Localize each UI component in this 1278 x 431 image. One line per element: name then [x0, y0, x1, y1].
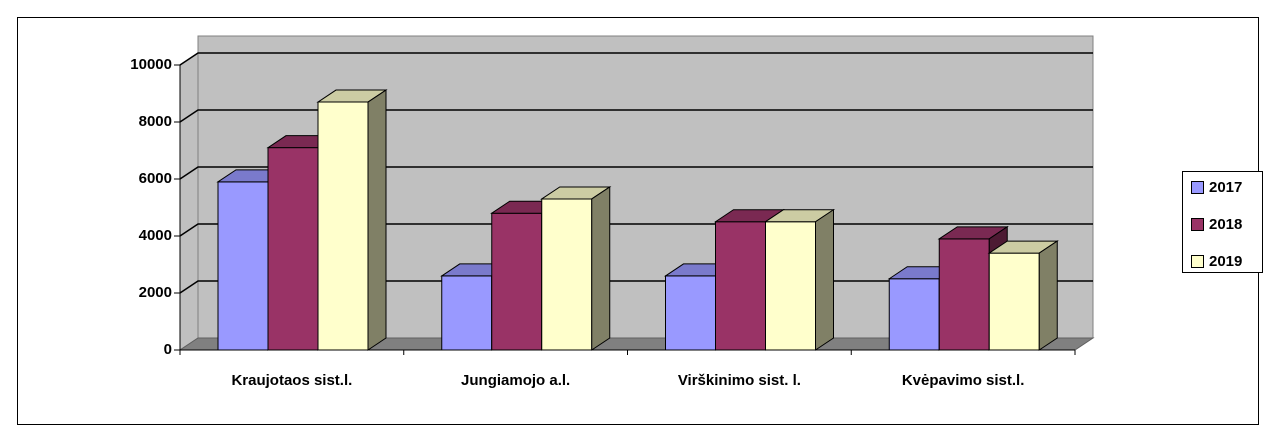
- legend-swatch: [1191, 218, 1204, 231]
- bar-face: [317, 101, 369, 351]
- bar-face: [441, 275, 493, 351]
- y-tick-label: 6000: [139, 170, 172, 187]
- bar-face: [1038, 240, 1058, 351]
- bar-face: [591, 186, 611, 351]
- grid-line: [179, 52, 1093, 66]
- bar-face: [938, 238, 990, 351]
- legend-swatch: [1191, 181, 1204, 194]
- legend-label: 2018: [1209, 216, 1242, 233]
- bar-face: [367, 89, 387, 351]
- bar-face: [217, 181, 269, 351]
- x-tick-label: Kvėpavimo sist.l.: [902, 372, 1025, 389]
- y-tick-label: 2000: [139, 284, 172, 301]
- grid-line: [179, 109, 1093, 123]
- bar-face: [267, 147, 319, 351]
- bar-face: [765, 221, 816, 351]
- bar-face: [988, 252, 1040, 351]
- x-tick-label: Jungiamojo a.l.: [461, 372, 570, 389]
- grid-line: [179, 166, 1093, 180]
- bar: [540, 186, 612, 351]
- y-tick-label: 0: [164, 341, 172, 358]
- legend-label: 2017: [1209, 179, 1242, 196]
- bar: [763, 208, 836, 351]
- legend-label: 2019: [1209, 253, 1242, 270]
- bar-face: [888, 278, 940, 351]
- y-tick-label: 10000: [130, 56, 172, 73]
- legend-swatch: [1191, 255, 1204, 268]
- bar-face: [541, 198, 593, 351]
- bar-face: [815, 208, 834, 351]
- bar-face: [715, 221, 766, 351]
- bar: [987, 240, 1059, 351]
- bar-face: [665, 275, 716, 351]
- x-tick-label: Kraujotaos sist.l.: [231, 372, 352, 389]
- x-tick-label: Virškinimo sist. l.: [678, 372, 801, 389]
- side-wall: [179, 52, 199, 351]
- bar-face: [491, 212, 543, 351]
- y-tick-label: 4000: [139, 227, 172, 244]
- y-tick-label: 8000: [139, 113, 172, 130]
- bar: [316, 89, 388, 351]
